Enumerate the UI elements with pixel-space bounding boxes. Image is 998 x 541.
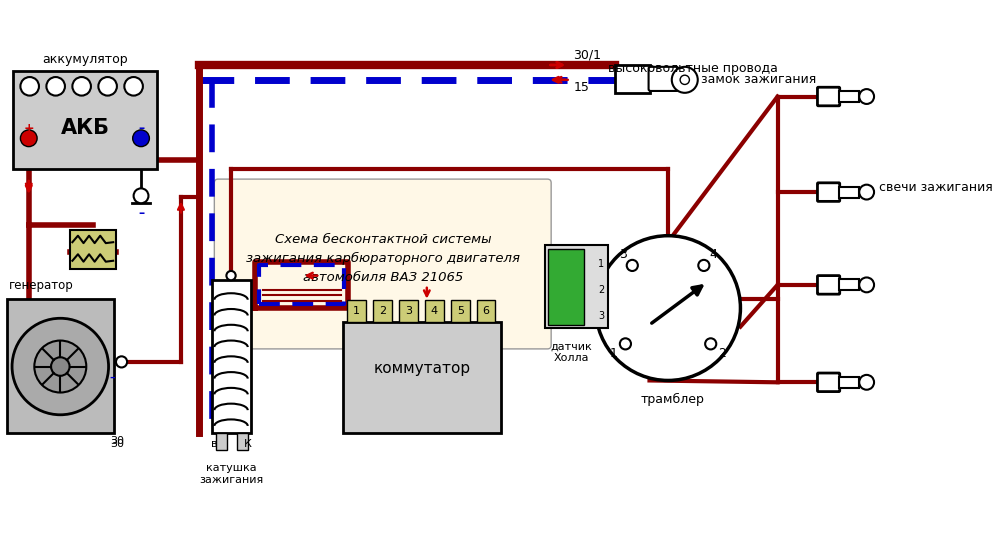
Circle shape: [125, 77, 143, 96]
Text: свечи зажигания: свечи зажигания: [878, 181, 992, 194]
Bar: [838, 187, 859, 197]
Circle shape: [859, 89, 874, 104]
FancyBboxPatch shape: [215, 179, 551, 349]
Circle shape: [73, 77, 91, 96]
Bar: [615, 65, 651, 93]
Bar: [212, 280, 250, 433]
Circle shape: [227, 271, 236, 280]
Bar: [838, 91, 859, 102]
Text: 6: 6: [483, 306, 490, 316]
Bar: [217, 433, 228, 450]
Bar: [838, 377, 859, 388]
Bar: [343, 322, 501, 433]
Circle shape: [706, 338, 717, 349]
Text: 30: 30: [110, 439, 124, 450]
Circle shape: [859, 278, 874, 292]
Text: в: в: [212, 439, 218, 450]
Text: 30: 30: [110, 436, 124, 446]
Bar: [545, 245, 608, 328]
Circle shape: [34, 340, 86, 393]
Text: аккумулятор: аккумулятор: [42, 53, 128, 66]
Bar: [548, 249, 584, 325]
Bar: [237, 433, 248, 450]
Text: катушка
зажигания: катушка зажигания: [199, 463, 263, 485]
Bar: [7, 299, 114, 433]
Text: +: +: [23, 122, 34, 135]
Text: –: –: [110, 373, 115, 382]
Circle shape: [134, 188, 149, 203]
Text: 3: 3: [405, 306, 412, 316]
Text: 1: 1: [353, 306, 360, 316]
Circle shape: [627, 260, 638, 271]
Circle shape: [20, 77, 39, 96]
Bar: [838, 279, 859, 291]
Text: коммутатор: коммутатор: [373, 361, 471, 376]
Text: 1: 1: [598, 259, 605, 268]
Text: высоковольтные провода: высоковольтные провода: [608, 62, 777, 75]
Circle shape: [99, 77, 117, 96]
Text: трамблер: трамблер: [641, 393, 705, 406]
Text: 5: 5: [457, 306, 464, 316]
Text: 1: 1: [610, 347, 618, 360]
Circle shape: [859, 184, 874, 200]
Circle shape: [46, 77, 65, 96]
Text: генератор: генератор: [9, 279, 74, 292]
FancyBboxPatch shape: [817, 373, 839, 392]
Text: 2: 2: [378, 306, 386, 316]
Circle shape: [596, 236, 741, 380]
FancyBboxPatch shape: [817, 183, 839, 201]
Text: АКБ: АКБ: [61, 117, 110, 137]
Bar: [70, 230, 116, 269]
Bar: [451, 300, 469, 322]
Text: 15: 15: [574, 81, 589, 94]
Circle shape: [859, 375, 874, 390]
Circle shape: [133, 130, 150, 147]
Bar: [373, 300, 391, 322]
Bar: [425, 300, 443, 322]
Text: датчик
Холла: датчик Холла: [551, 341, 593, 363]
FancyBboxPatch shape: [649, 67, 679, 91]
Circle shape: [116, 357, 127, 367]
Text: –: –: [138, 122, 144, 135]
Text: 2: 2: [719, 347, 726, 360]
Bar: [347, 300, 365, 322]
Text: 30/1: 30/1: [574, 48, 602, 61]
Circle shape: [680, 75, 690, 84]
Text: К: К: [244, 439, 251, 450]
Text: 4: 4: [431, 306, 438, 316]
Circle shape: [672, 67, 698, 93]
FancyBboxPatch shape: [13, 71, 157, 169]
Circle shape: [620, 338, 631, 349]
Bar: [477, 300, 495, 322]
Bar: [399, 300, 417, 322]
Circle shape: [699, 260, 710, 271]
Text: 4: 4: [710, 248, 718, 261]
Text: 3: 3: [619, 248, 627, 261]
Circle shape: [51, 357, 70, 376]
FancyBboxPatch shape: [817, 87, 839, 106]
Circle shape: [12, 318, 109, 415]
Text: –: –: [138, 207, 144, 220]
Text: замок зажигания: замок зажигания: [702, 74, 816, 87]
Circle shape: [20, 130, 37, 147]
Text: Схема бесконтактной системы
зажигания карбюраторного двигателя
автомобиля ВАЗ 21: Схема бесконтактной системы зажигания ка…: [247, 233, 520, 285]
Text: 3: 3: [598, 311, 605, 320]
Text: 2: 2: [598, 285, 605, 294]
FancyBboxPatch shape: [817, 275, 839, 294]
